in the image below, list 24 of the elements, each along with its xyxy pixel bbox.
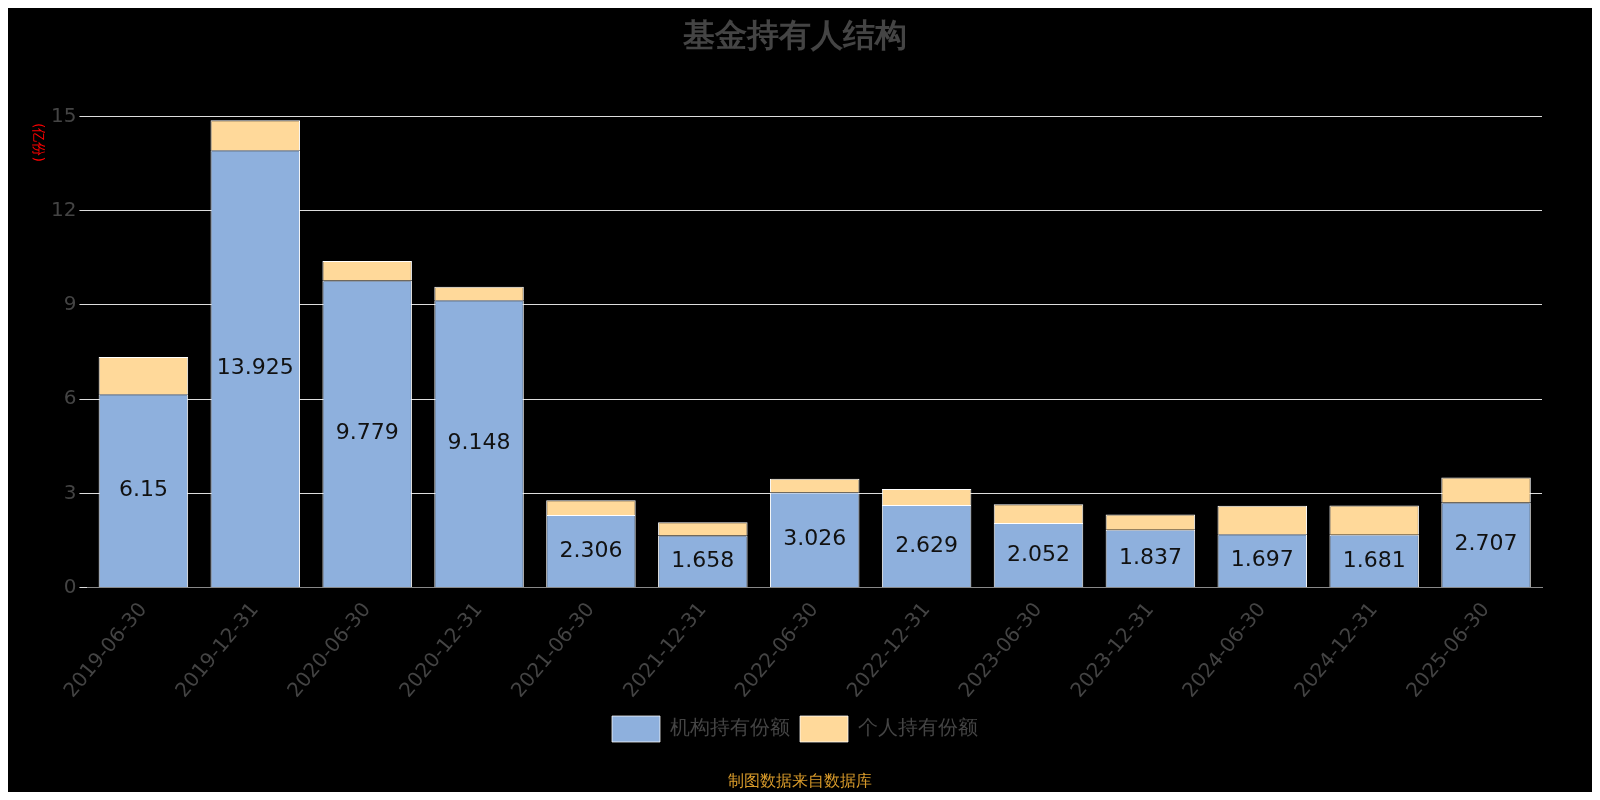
data-label: 1.697 <box>1230 546 1294 572</box>
data-label: 2.306 <box>559 536 623 562</box>
data-label: 1.837 <box>1118 544 1182 570</box>
y-tick-label: 9 <box>63 291 77 316</box>
y-tick-label: 12 <box>51 196 77 221</box>
y-axis-title: (亿份) <box>31 122 48 162</box>
y-tick-label: 6 <box>63 385 77 410</box>
data-label: 1.681 <box>1342 546 1406 572</box>
chart-title: 基金持有人结构 <box>682 15 907 54</box>
data-label: 1.658 <box>671 546 735 572</box>
data-label: 2.052 <box>1007 540 1070 566</box>
data-label: 2.629 <box>895 531 959 557</box>
data-label: 9.779 <box>335 419 399 445</box>
legend-label: 个人持有份额 <box>858 715 978 740</box>
data-label: 2.707 <box>1454 530 1518 556</box>
y-tick-label: 0 <box>63 573 77 598</box>
data-label: 13.925 <box>216 354 294 380</box>
y-tick-label: 3 <box>63 479 77 504</box>
y-tick-label: 15 <box>51 102 77 127</box>
legend-label: 机构持有份额 <box>670 715 790 740</box>
data-label: 6.15 <box>118 476 168 502</box>
text: 制图数据来自数据库 <box>728 771 872 791</box>
data-label: 9.148 <box>447 429 511 455</box>
data-label: 3.026 <box>783 525 847 551</box>
